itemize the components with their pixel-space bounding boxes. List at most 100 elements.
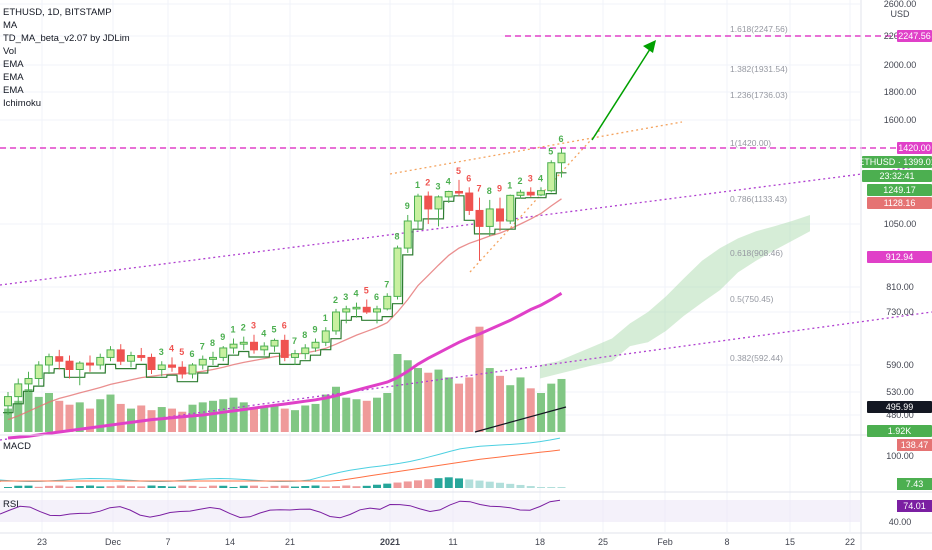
indicator-ema-3[interactable]: EMA bbox=[3, 85, 24, 96]
td-count: 7 bbox=[477, 184, 482, 194]
price-tags: 2247.56 1420.00 ETHUSD · 1399.01 23:32:41 12… bbox=[858, 30, 932, 512]
td-count: 6 bbox=[466, 173, 471, 183]
price-tag-text: 912.94 bbox=[886, 252, 914, 262]
chart-legend: ETHUSD, 1D, BITSTAMP MA TD_MA_beta_v2.07… bbox=[3, 6, 130, 110]
volume-bar bbox=[291, 410, 299, 432]
volume-bar bbox=[557, 378, 566, 432]
time-axis-label: 8 bbox=[724, 537, 729, 547]
fib-level-label: 1.236(1736.03) bbox=[730, 90, 788, 100]
fib-level-label: 1.382(1931.54) bbox=[730, 64, 788, 74]
time-axis-label: 25 bbox=[598, 537, 608, 547]
candle-body bbox=[465, 192, 474, 211]
td-count: 3 bbox=[159, 347, 164, 357]
volume-bar bbox=[250, 408, 258, 432]
td-step-line bbox=[3, 172, 567, 414]
td-count: 3 bbox=[528, 173, 533, 183]
candle-body bbox=[178, 366, 187, 375]
candle-body bbox=[414, 195, 422, 222]
macd-histogram-bar bbox=[209, 485, 217, 488]
fib-level-label: 1.618(2247.56) bbox=[730, 24, 788, 34]
fib-level-label: 0.618(908.46) bbox=[730, 248, 783, 258]
channel-upper-line bbox=[0, 164, 932, 286]
volume-bar bbox=[4, 408, 12, 432]
indicator-ema-1[interactable]: EMA bbox=[3, 59, 24, 70]
candle-body bbox=[127, 355, 135, 362]
candle-body bbox=[362, 306, 371, 313]
macd-histogram-bar bbox=[301, 486, 310, 488]
time-axis-label: 14 bbox=[225, 537, 235, 547]
indicator-volume[interactable]: Vol bbox=[3, 46, 17, 57]
indicator-td-ma[interactable]: TD_MA_beta_v2.07 by JDLim bbox=[3, 33, 130, 44]
candle-body bbox=[137, 355, 146, 358]
volume-bar bbox=[137, 405, 146, 432]
volume-bar bbox=[270, 405, 279, 432]
volume-bar bbox=[65, 404, 74, 432]
candle-body bbox=[260, 345, 269, 351]
symbol-title[interactable]: ETHUSD, 1D, BITSTAMP bbox=[3, 7, 112, 18]
macd-tag-text: 7.43 bbox=[906, 479, 924, 489]
volume-bar bbox=[516, 377, 525, 432]
time-axis[interactable]: 23 Dec 7 14 21 2021 11 18 25 Feb 8 15 22 bbox=[37, 537, 855, 547]
price-axis-label: 1050.00 bbox=[884, 219, 917, 229]
indicator-ema-2[interactable]: EMA bbox=[3, 72, 24, 83]
time-axis-label: 18 bbox=[535, 537, 545, 547]
macd-histogram-bar bbox=[383, 483, 392, 488]
candle-body bbox=[496, 208, 504, 222]
macd-histogram-bar bbox=[455, 478, 463, 488]
price-tag-text: 2247.56 bbox=[898, 31, 931, 41]
price-tag bbox=[897, 142, 932, 154]
candle-body bbox=[547, 162, 556, 192]
arrow-head bbox=[643, 40, 656, 53]
macd-histogram-bar bbox=[4, 487, 12, 488]
price-axis-label: 2600.00 bbox=[884, 0, 917, 9]
candle-body bbox=[65, 360, 74, 371]
td-count: 8 bbox=[210, 338, 215, 348]
rsi-tag bbox=[897, 500, 932, 512]
macd-histogram-bar bbox=[229, 486, 238, 488]
volume-bar bbox=[96, 399, 105, 432]
price-tag-text: 1.92K bbox=[888, 426, 912, 436]
volume-bar bbox=[198, 402, 207, 432]
macd-tag bbox=[897, 478, 932, 490]
price-tag-text: 1249.17 bbox=[883, 185, 916, 195]
macd-indicator bbox=[0, 437, 566, 488]
price-axis-label: USD bbox=[890, 9, 910, 19]
candlesticks[interactable] bbox=[4, 148, 566, 415]
td-count: 4 bbox=[261, 328, 266, 338]
volume-bar bbox=[24, 389, 33, 432]
fib-level-label: 0.5(750.45) bbox=[730, 294, 774, 304]
price-tag bbox=[867, 401, 932, 413]
candle-body bbox=[209, 356, 217, 360]
macd-histogram-bar bbox=[485, 481, 494, 488]
indicator-ma[interactable]: MA bbox=[3, 20, 18, 31]
macd-histogram-bar bbox=[55, 485, 64, 488]
volume-bar bbox=[86, 408, 94, 432]
indicator-ichimoku[interactable]: Ichimoku bbox=[3, 98, 42, 109]
price-axis-label: 1800.00 bbox=[884, 87, 917, 97]
macd-histogram-bar bbox=[362, 485, 371, 488]
td-count: 9 bbox=[405, 201, 410, 211]
candle-body bbox=[506, 194, 515, 222]
candle-body bbox=[403, 220, 412, 249]
volume-bar bbox=[116, 403, 125, 432]
td-count: 9 bbox=[313, 325, 318, 335]
td-count: 7 bbox=[384, 279, 389, 289]
volume-bar bbox=[547, 383, 556, 432]
projection-arrow[interactable] bbox=[591, 40, 656, 141]
rsi-line bbox=[0, 499, 561, 519]
candle-body bbox=[352, 306, 361, 310]
candle-body bbox=[45, 356, 53, 366]
macd-histogram-bar bbox=[537, 487, 545, 488]
macd-histogram-bar bbox=[352, 486, 361, 488]
candle-body bbox=[24, 378, 33, 385]
candle-body bbox=[291, 353, 299, 358]
td-count: 9 bbox=[220, 332, 225, 342]
td-count: 6 bbox=[282, 321, 287, 331]
arrow-shaft bbox=[591, 45, 653, 141]
macd-histogram-bar bbox=[137, 486, 146, 488]
macd-label[interactable]: MACD bbox=[3, 441, 31, 452]
rsi-label[interactable]: RSI bbox=[3, 499, 19, 510]
macd-histogram-bar bbox=[157, 486, 166, 488]
